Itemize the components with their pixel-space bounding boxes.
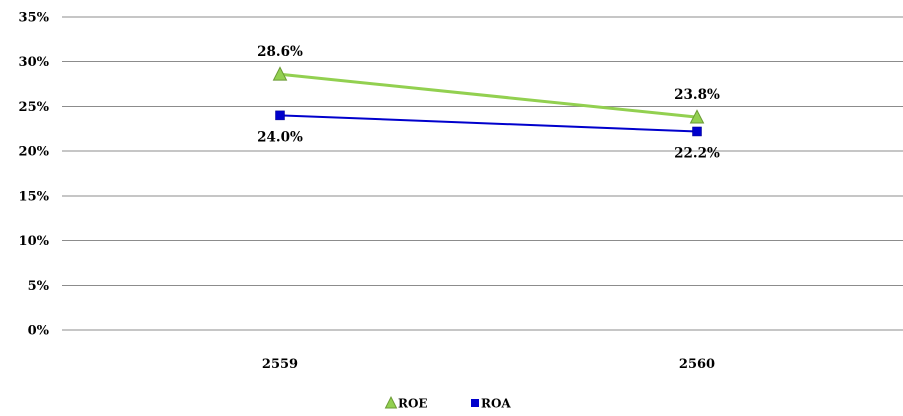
legend-label: ROE: [398, 397, 428, 411]
data-label: 28.6%: [257, 44, 303, 60]
y-axis: 0% 5% 10% 15% 20% 25% 30% 35%: [19, 11, 50, 339]
legend-marker: [384, 395, 398, 409]
x-axis: 2559 2560: [262, 357, 715, 372]
data-labels: 28.6% 23.8% 24.0% 22.2%: [257, 44, 720, 161]
legend: ROE ROA: [384, 395, 511, 411]
x-tick-label: 2559: [262, 357, 298, 372]
legend-label: ROA: [481, 397, 511, 411]
y-tick-label: 10%: [19, 234, 50, 249]
data-point-marker: [272, 66, 288, 81]
series-lines: [272, 66, 705, 137]
y-tick-label: 15%: [19, 189, 50, 204]
data-point-marker: [275, 110, 285, 121]
y-tick-label: 0%: [28, 324, 50, 339]
legend-marker: [471, 399, 479, 407]
y-tick-label: 35%: [19, 11, 50, 26]
grid-lines: [62, 16, 903, 331]
legend-item-roa: ROA: [471, 397, 511, 411]
series-line: [279, 72, 698, 119]
data-label: 24.0%: [257, 129, 303, 145]
data-point-marker: [692, 126, 702, 137]
series-roe: [272, 66, 705, 124]
y-tick-label: 25%: [19, 100, 50, 115]
y-tick-label: 5%: [28, 279, 50, 294]
series-roa: [275, 110, 702, 137]
data-label: 22.2%: [674, 145, 720, 161]
x-tick-label: 2560: [679, 357, 715, 372]
data-point-marker: [689, 109, 705, 124]
legend-item-roe: ROE: [384, 395, 428, 411]
series-line: [279, 114, 698, 133]
data-label: 23.8%: [674, 87, 720, 103]
y-tick-label: 20%: [19, 145, 50, 160]
y-tick-label: 30%: [19, 55, 50, 70]
